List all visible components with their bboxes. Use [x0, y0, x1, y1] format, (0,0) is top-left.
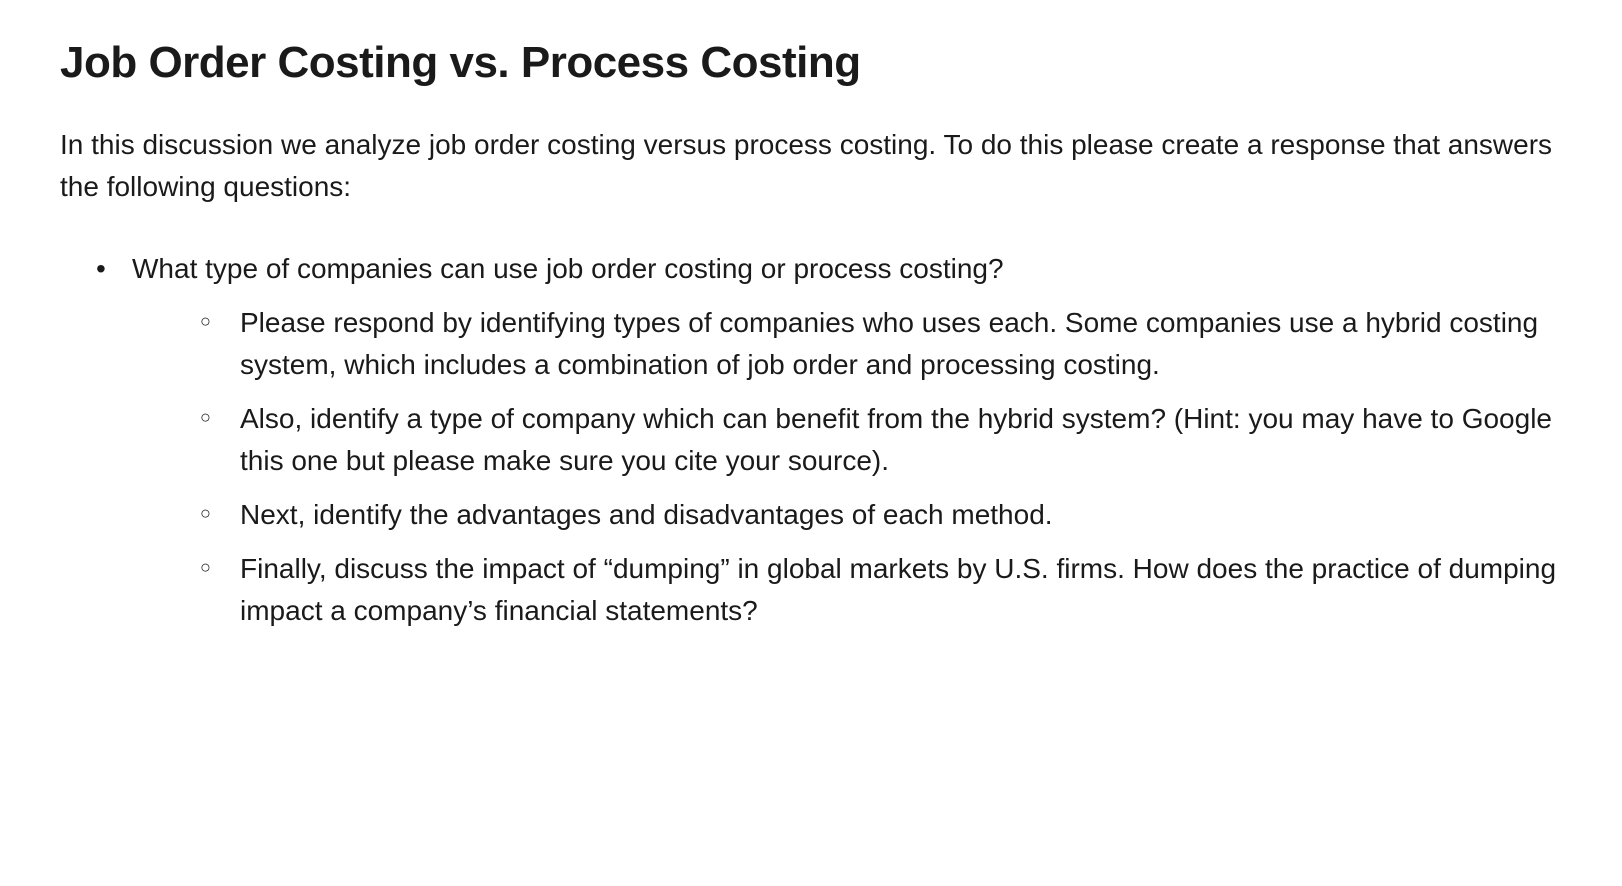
sub-item: Next, identify the advantages and disadv… — [240, 494, 1562, 536]
intro-paragraph: In this discussion we analyze job order … — [60, 124, 1562, 208]
main-question-item: What type of companies can use job order… — [132, 248, 1562, 632]
page-title: Job Order Costing vs. Process Costing — [60, 30, 1562, 96]
sub-item: Finally, discuss the impact of “dumping”… — [240, 548, 1562, 632]
sub-item: Also, identify a type of company which c… — [240, 398, 1562, 482]
sub-item: Please respond by identifying types of c… — [240, 302, 1562, 386]
main-question-text: What type of companies can use job order… — [132, 253, 1004, 284]
sub-question-list: Please respond by identifying types of c… — [132, 302, 1562, 632]
question-list: What type of companies can use job order… — [60, 248, 1562, 632]
